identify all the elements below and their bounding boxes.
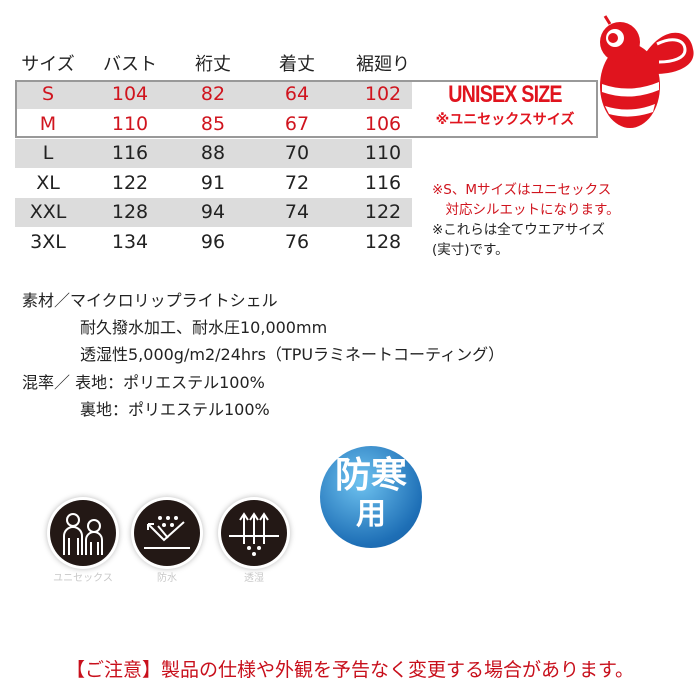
unisex-label: UNISEX SIZE ※ユニセックスサイズ [412, 80, 598, 138]
bee-mascot-icon [600, 15, 694, 128]
header-size: サイズ [21, 54, 75, 75]
table-cell: 72 [284, 171, 310, 194]
feature-label: 防水 [157, 573, 177, 584]
table-row: 3XL 134 96 76 128 [15, 228, 412, 257]
table-row: XL 122 91 72 116 [15, 169, 412, 198]
header-length: 着丈 [279, 54, 315, 75]
table-cell: 122 [364, 201, 402, 223]
table-cell: 128 [364, 230, 402, 253]
caution-footer: 【ご注意】製品の仕様や外観を予告なく変更する場合があります。 [65, 659, 635, 681]
table-cell: L [42, 142, 54, 164]
table-cell: M [39, 112, 57, 135]
table-cell: 104 [111, 83, 149, 105]
table-header: サイズ バスト 裄丈 着丈 裾廻り [15, 50, 412, 79]
table-cell: 110 [364, 142, 402, 164]
note-unisex-1: ※S、Mサイズはユニセックス [432, 182, 612, 198]
table-row: S 104 82 64 102 [15, 80, 412, 109]
table-cell: 94 [200, 201, 226, 223]
table-cell: 122 [111, 171, 149, 194]
table-cell: 96 [200, 230, 226, 253]
material-line: 素材／マイクロリップライトシェル [22, 291, 278, 310]
table-cell: 102 [364, 83, 402, 105]
feature-label: ユニセックス [53, 573, 113, 584]
header-sleeve: 裄丈 [195, 54, 231, 75]
table-cell: 88 [200, 142, 226, 164]
table-cell: XL [36, 171, 60, 194]
table-cell: 116 [364, 171, 402, 194]
note-unisex-2: 対応シルエットになります。 [432, 202, 620, 218]
table-cell: 67 [284, 112, 310, 135]
badge-line1: 防寒 [334, 455, 407, 496]
cold-protection-badge: 防寒 用 [320, 446, 422, 548]
unisex-subtitle: ※ユニセックスサイズ [435, 112, 575, 128]
note-size-1: ※これらは全てウエアサイズ [432, 222, 605, 238]
table-cell: 76 [284, 230, 310, 253]
table-cell: 91 [200, 171, 226, 194]
material-line: 透湿性5,000g/m2/24hrs（TPUラミネートコーティング） [80, 345, 505, 364]
table-cell: S [41, 83, 55, 105]
table-row: M 110 85 67 106 [15, 110, 412, 139]
table-cell: 85 [200, 112, 226, 135]
header-bust: バスト [103, 54, 157, 75]
table-cell: 110 [111, 112, 149, 135]
material-line: 耐久撥水加工、耐水圧10,000mm [80, 318, 328, 337]
breathable-icon [221, 500, 287, 566]
table-cell: 116 [111, 142, 149, 164]
table-cell: 106 [364, 112, 402, 135]
table-row: XXL 128 94 74 122 [15, 198, 412, 227]
table-cell: XXL [29, 201, 67, 223]
table-cell: 82 [200, 83, 226, 105]
unisex-title: UNISEX SIZE [448, 81, 562, 108]
table-cell: 74 [284, 201, 310, 223]
table-cell: 128 [111, 201, 149, 223]
table-cell: 70 [284, 142, 310, 164]
table-row: L 116 88 70 110 [15, 139, 412, 168]
table-cell: 64 [284, 83, 310, 105]
feature-label: 透湿 [244, 573, 264, 584]
waterproof-icon [134, 500, 200, 566]
header-hem: 裾廻り [356, 54, 410, 75]
table-cell: 134 [111, 230, 149, 253]
table-cell: 3XL [30, 230, 66, 253]
unisex-people-icon [50, 500, 116, 566]
composition-line: 裏地：ポリエステル100% [80, 400, 270, 419]
badge-line2: 用 [356, 497, 386, 532]
composition-line: 混率／ 表地：ポリエステル100% [22, 373, 265, 392]
note-size-2: (実寸)です。 [432, 242, 509, 258]
